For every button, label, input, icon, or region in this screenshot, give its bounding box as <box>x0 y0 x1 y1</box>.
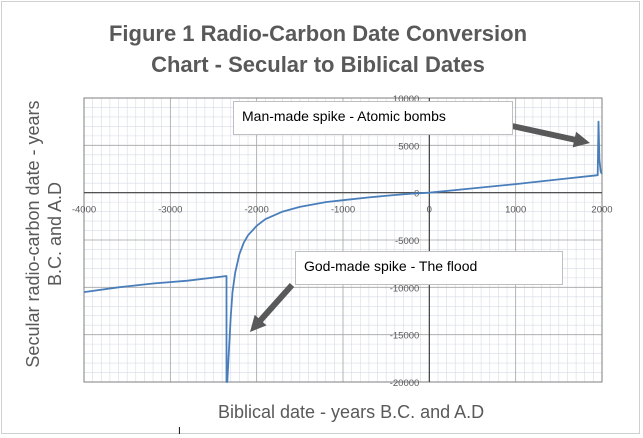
x-tick-label: -2000 <box>245 205 269 216</box>
arrow-to-flood-spike <box>250 283 295 332</box>
x-tick-label: 1000 <box>505 205 526 216</box>
arrow-to-atomic-spike-shape <box>511 123 590 148</box>
y-tick-label: -5000 <box>395 236 419 247</box>
chart-title: Figure 1 Radio-Carbon Date Conversion Ch… <box>80 18 556 80</box>
y-tick-label: 10000 <box>393 94 419 105</box>
x-tick-label: 0 <box>427 205 432 216</box>
tick-labels: -4000 -3000 -2000 -1000 0 1000 2000 10000 5000 0 -… <box>72 94 613 389</box>
annotation-flood: God-made spike - The flood <box>295 251 563 285</box>
chart-title-line-2: Chart - Secular to Biblical Dates <box>151 52 485 77</box>
annotation-atomic-bombs: Man-made spike - Atomic bombs <box>233 101 513 135</box>
series-group <box>83 120 603 383</box>
x-tick-label: -3000 <box>158 205 182 216</box>
y-tick-label: 5000 <box>398 141 419 152</box>
series-line <box>83 120 603 383</box>
y-tick-label: -10000 <box>390 283 420 294</box>
x-tick-label: -4000 <box>72 205 96 216</box>
x-axis-label: Biblical date - years B.C. and A.D <box>218 402 485 422</box>
chart-title-line-1: Figure 1 Radio-Carbon Date Conversion <box>108 21 528 46</box>
y-tick-label: -20000 <box>390 378 420 389</box>
text-cursor-icon: I <box>178 426 181 437</box>
plot-border <box>83 97 603 383</box>
arrow-to-atomic-spike <box>511 123 590 148</box>
arrow-to-flood-spike-shape <box>250 283 295 332</box>
annotation-arrows <box>250 123 590 332</box>
x-tick-label: -1000 <box>331 205 355 216</box>
y-tick-label: -15000 <box>390 331 420 342</box>
x-tick-label: 2000 <box>591 205 612 216</box>
axes <box>83 97 603 383</box>
